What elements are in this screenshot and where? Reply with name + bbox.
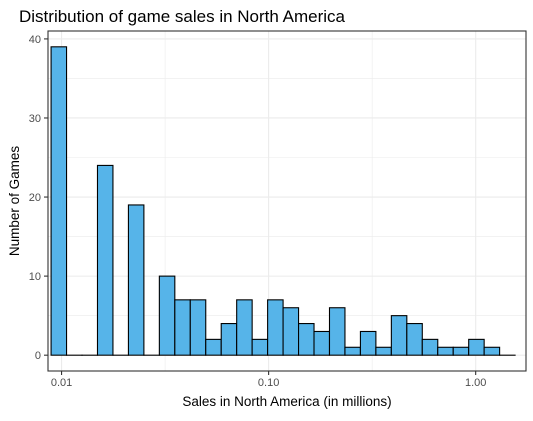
histogram-bar xyxy=(175,300,190,355)
histogram-bar xyxy=(299,324,314,356)
histogram-bar xyxy=(283,308,298,355)
x-tick-label: 0.10 xyxy=(258,377,279,389)
histogram-bar xyxy=(237,300,252,355)
histogram-bar xyxy=(407,324,422,356)
histogram-bar xyxy=(268,300,283,355)
y-tick-label: 30 xyxy=(29,113,41,125)
y-tick-label: 10 xyxy=(29,271,41,283)
chart-title: Distribution of game sales in North Amer… xyxy=(19,7,346,26)
histogram-bar xyxy=(469,339,484,355)
histogram-bar xyxy=(453,347,468,355)
histogram-bar xyxy=(159,276,174,355)
histogram-bar xyxy=(252,339,267,355)
y-tick-label: 0 xyxy=(35,350,41,362)
histogram-bar xyxy=(438,347,453,355)
histogram-bar xyxy=(391,316,406,356)
histogram-bar xyxy=(206,339,221,355)
histogram-bar xyxy=(314,331,329,355)
y-axis-label: Number of Games xyxy=(7,146,22,257)
histogram-bar xyxy=(329,308,344,355)
histogram-bar xyxy=(376,347,391,355)
histogram-bar xyxy=(422,339,437,355)
histogram-bar xyxy=(190,300,205,355)
plot-area: 0 10 20 30 40 0.01 0.10 1.00 xyxy=(29,31,526,389)
histogram-bar xyxy=(484,347,499,355)
histogram-bar xyxy=(345,347,360,355)
x-tick-label: 0.01 xyxy=(51,377,72,389)
x-tick-label: 1.00 xyxy=(465,377,486,389)
histogram-bar xyxy=(221,324,236,356)
histogram-bar xyxy=(97,165,112,355)
histogram-bar xyxy=(51,47,66,355)
x-axis-label: Sales in North America (in millions) xyxy=(182,394,391,409)
histogram-bar xyxy=(360,331,375,355)
y-tick-label: 20 xyxy=(29,192,41,204)
y-tick-label: 40 xyxy=(29,34,41,46)
histogram-bar xyxy=(128,205,143,355)
